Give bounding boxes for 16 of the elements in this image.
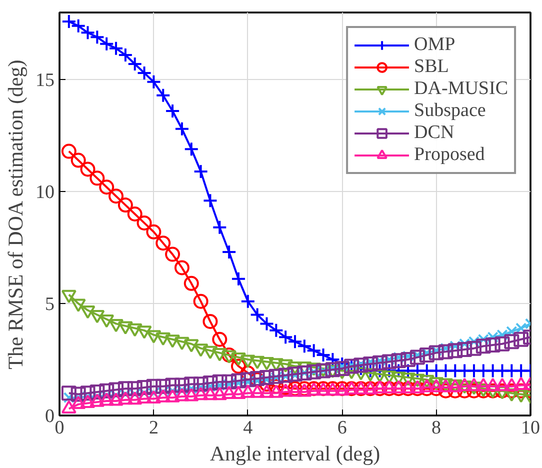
legend-label: DCN [414, 122, 454, 144]
legend-label: Proposed [414, 144, 485, 166]
y-tick-label: 15 [36, 70, 54, 92]
x-tick-label: 6 [337, 418, 347, 438]
legend-label: Subspace [414, 100, 486, 122]
y-tick-label: 5 [45, 294, 54, 316]
legend-label: DA-MUSIC [414, 78, 508, 100]
x-axis-title: Angle interval (deg) [210, 442, 380, 466]
y-tick-label: 10 [36, 182, 54, 204]
legend-label: SBL [414, 56, 449, 78]
x-tick-label: 8 [432, 418, 442, 438]
y-axis-title: The RMSE of DOA estimation (deg) [4, 60, 28, 370]
x-tick-label: 10 [521, 418, 540, 438]
legend-label: OMP [414, 34, 456, 56]
x-tick-label: 4 [243, 418, 254, 438]
x-tick-label: 2 [148, 418, 158, 438]
